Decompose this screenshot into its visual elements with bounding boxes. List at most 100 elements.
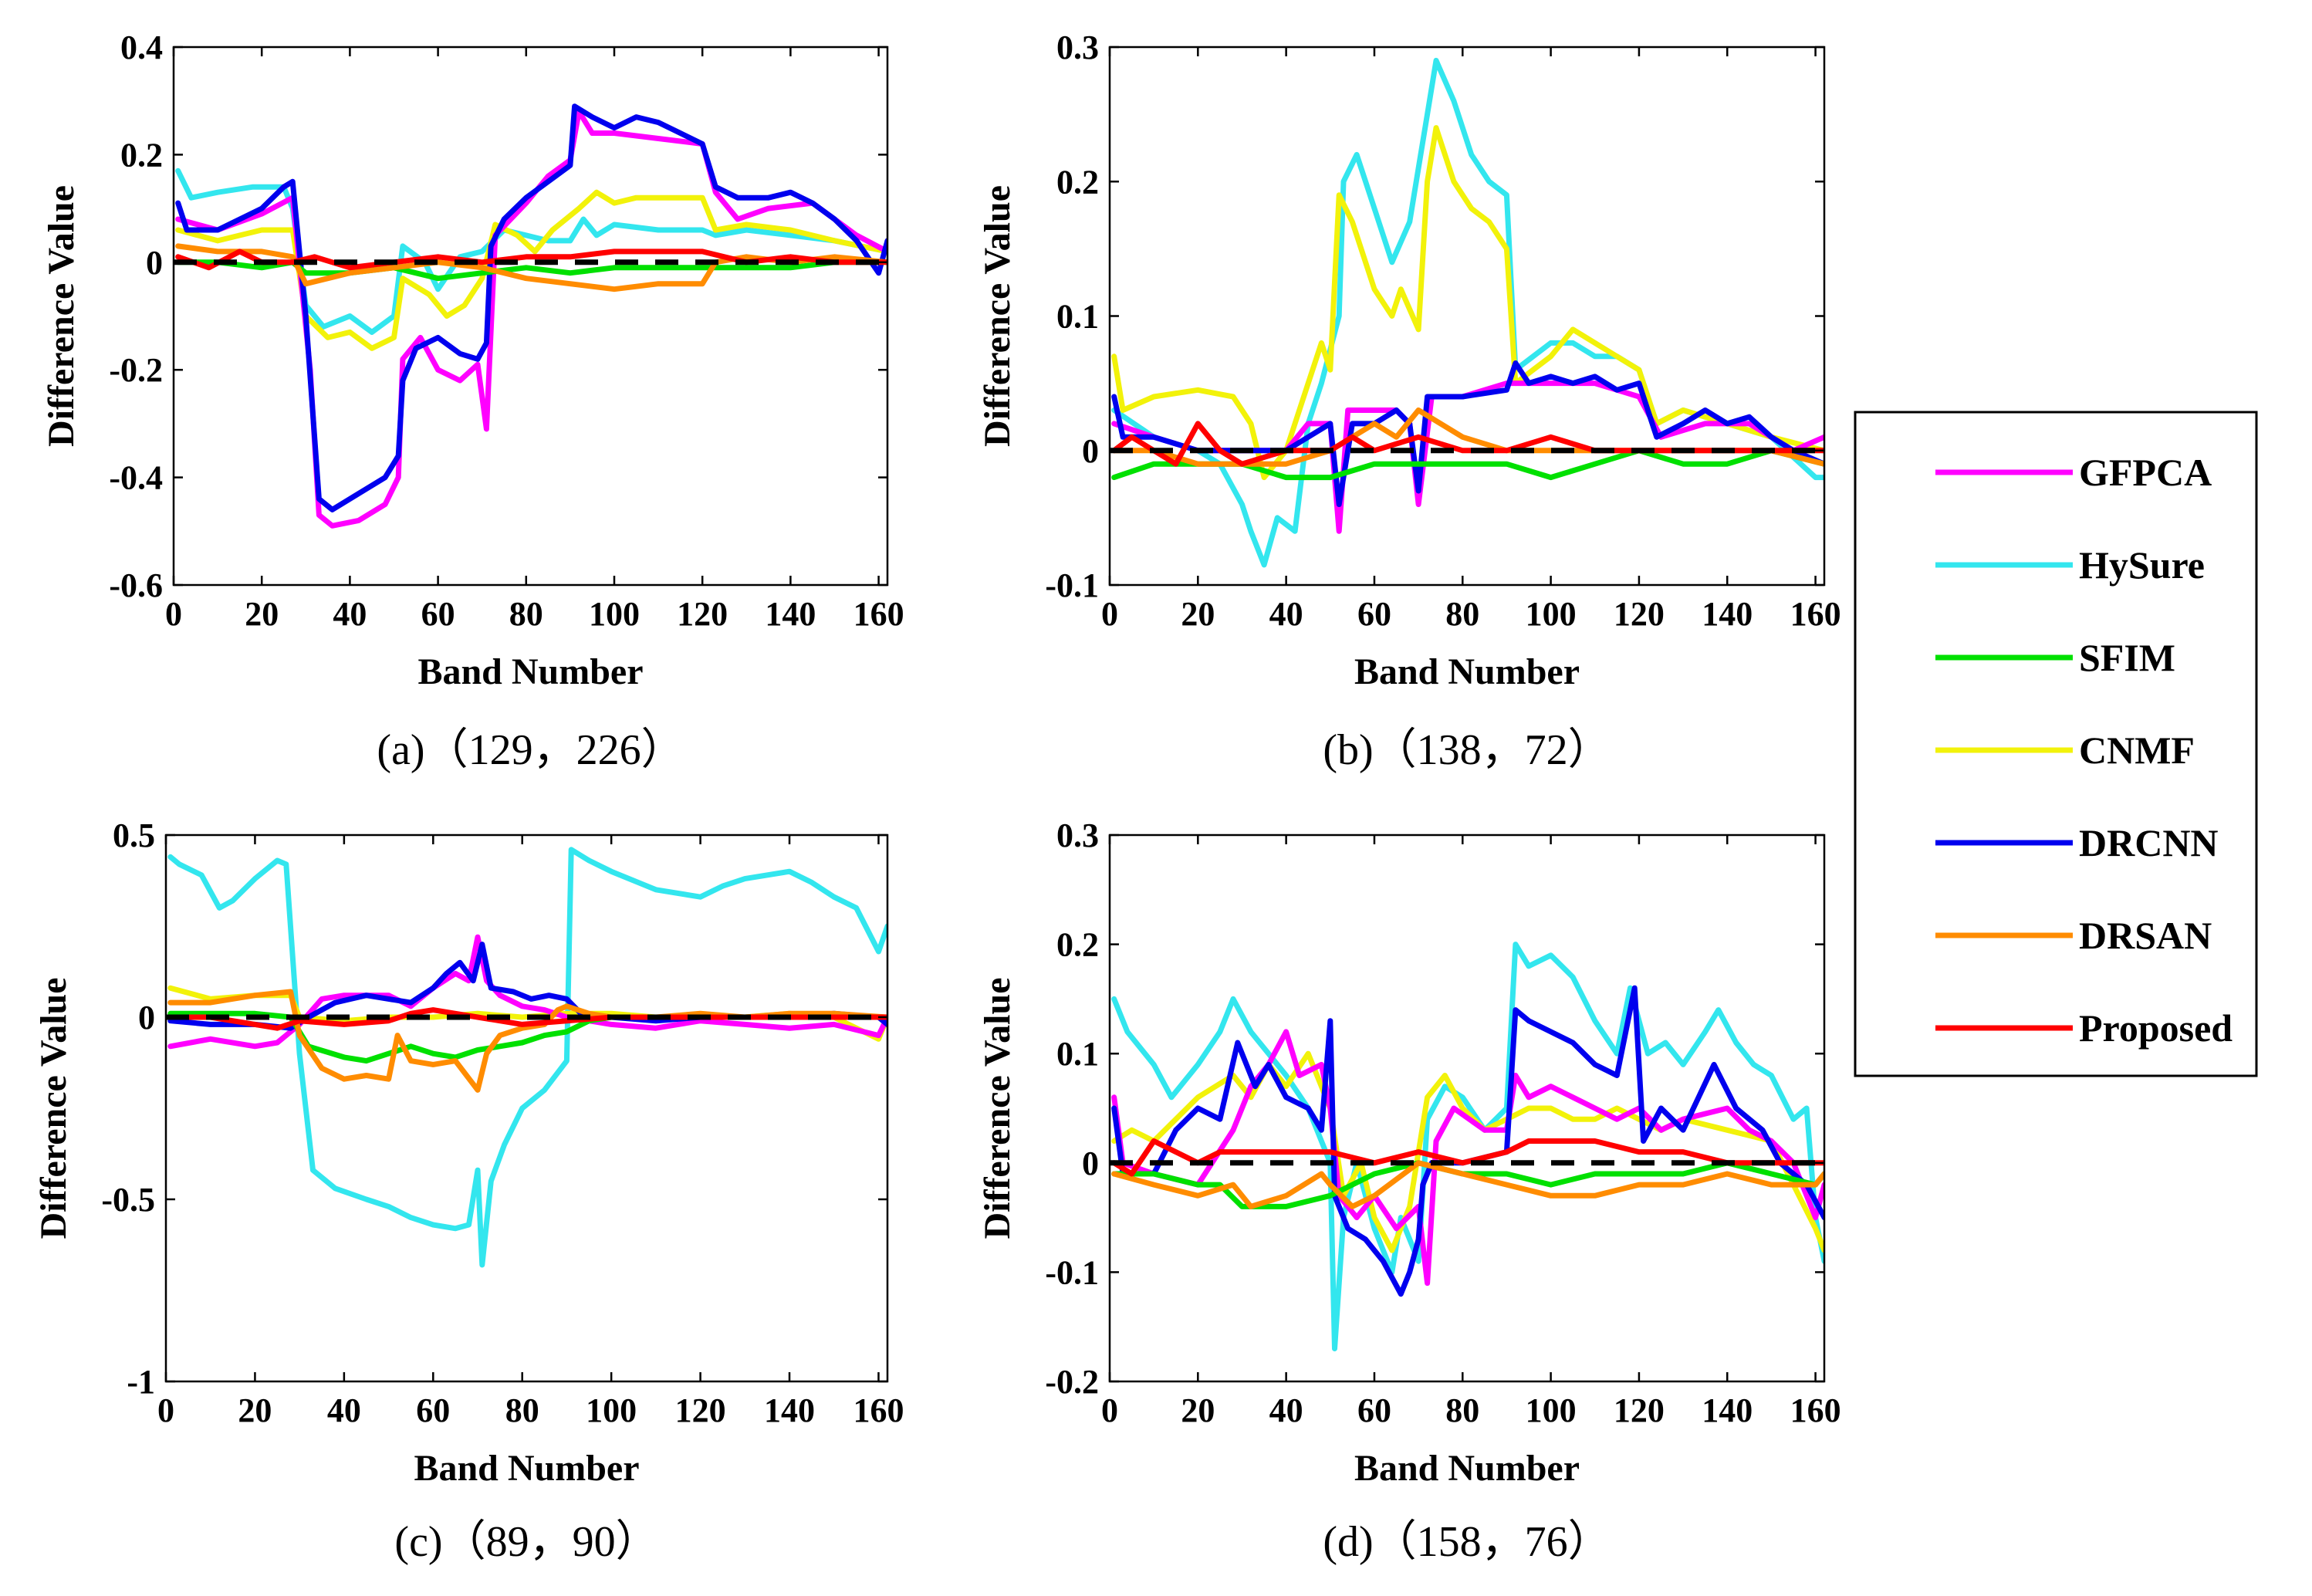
x-tick-label: 100 — [589, 595, 640, 633]
x-tick-label: 20 — [245, 595, 279, 633]
x-axis-label: Band Number — [1354, 1448, 1580, 1489]
panel-c: 0 20 40 60 80 100 120 140 160 -1 -0.5 0 0.5 Band Numb… — [33, 817, 904, 1566]
panel-caption: (a)（129，226） — [377, 726, 684, 774]
x-tick-label: 80 — [509, 595, 543, 633]
axes-frame — [172, 46, 889, 587]
x-tick-label: 160 — [1790, 1391, 1841, 1429]
x-tick-label: 60 — [421, 595, 455, 633]
x-tick-label: 40 — [333, 595, 367, 633]
x-axis-label: Band Number — [1354, 651, 1580, 692]
y-tick-label: 0.2 — [120, 136, 163, 174]
y-tick-label: 0.2 — [1056, 926, 1099, 964]
x-tick-label: 160 — [853, 1391, 904, 1429]
series-line-drsan — [1111, 1160, 1824, 1209]
x-tick-label: 60 — [1357, 1391, 1391, 1429]
chart-panels: 0 20 40 60 80 100 120 140 160-0.6-0.4-0.200.20.4… — [33, 29, 1841, 1566]
legend-box — [1854, 411, 2258, 1077]
legend-label: SFIM — [2079, 636, 2175, 679]
y-tick-label: -0.2 — [1045, 1363, 1099, 1401]
x-tick-label: 120 — [677, 595, 728, 633]
legend-entry-proposed: Proposed — [1935, 1006, 2233, 1050]
series-group — [1110, 57, 1824, 568]
x-tick-label: 40 — [1269, 595, 1303, 633]
panel-caption: (c)（89，90） — [394, 1518, 658, 1566]
series-line-proposed — [1111, 421, 1824, 467]
x-tick-label: 0 — [1101, 1391, 1118, 1429]
x-axis-label: Band Number — [417, 651, 643, 692]
y-tick-label: -0.1 — [1045, 1253, 1099, 1291]
y-axis-label: Difference Value — [33, 977, 74, 1239]
legend-label: Proposed — [2079, 1006, 2233, 1050]
axes-frame — [1108, 834, 1826, 1383]
x-tick-label: 40 — [1269, 1391, 1303, 1429]
legend-entry-sfim: SFIM — [1935, 636, 2175, 679]
y-tick-label: 0.4 — [120, 29, 163, 66]
y-tick-label: 0.3 — [1056, 29, 1099, 66]
series-group — [174, 103, 887, 529]
series-line-hysure — [167, 847, 887, 1268]
legend-label: DRSAN — [2079, 914, 2212, 957]
y-axis-label: Difference Value — [41, 185, 82, 447]
legend-label: GFPCA — [2079, 451, 2212, 494]
y-axis-label: Difference Value — [977, 185, 1018, 447]
x-tick-label: 140 — [764, 1391, 815, 1429]
y-tick-label: -0.1 — [1045, 566, 1099, 604]
series-line-hysure — [1111, 942, 1824, 1351]
y-tick-label: 0.3 — [1056, 817, 1099, 854]
x-tick-label: 0 — [157, 1391, 174, 1429]
y-tick-label: -0.2 — [109, 351, 163, 389]
series-line-cnmf — [175, 189, 887, 351]
y-tick-label: 0 — [1082, 1145, 1099, 1182]
legend-entries: GFPCA HySure SFIM CNMF DRCNN DRSAN Proposed — [1935, 451, 2233, 1050]
x-tick-label: 160 — [1790, 595, 1841, 633]
x-tick-label: 80 — [1445, 595, 1479, 633]
legend-label: HySure — [2079, 543, 2205, 587]
x-tick-label: 80 — [1445, 1391, 1479, 1429]
x-tick-label: 20 — [238, 1391, 272, 1429]
x-tick-label: 20 — [1181, 595, 1215, 633]
x-tick-label: 100 — [1526, 595, 1577, 633]
y-tick-label: 0.1 — [1056, 298, 1099, 336]
x-axis-label: Band Number — [414, 1448, 639, 1489]
series-group — [166, 847, 887, 1268]
series-line-drcnn — [1111, 985, 1824, 1297]
legend-label: DRCNN — [2079, 821, 2219, 864]
panel-b: 0 20 40 60 80 100 120 140 160-0.100.10.20.3Band … — [977, 29, 1841, 774]
x-tick-label: 120 — [675, 1391, 726, 1429]
y-tick-label: -1 — [127, 1363, 155, 1401]
series-line-drcnn — [175, 103, 887, 512]
y-tick-label: -0.5 — [101, 1181, 155, 1219]
legend-entry-drcnn: DRCNN — [1935, 821, 2219, 864]
y-tick-label: 0 — [146, 244, 163, 282]
panel-d: 0 20 40 60 80 100 120 140 160 -0.2 -0.1 0 0.1 0.2 0.3 B… — [977, 817, 1841, 1566]
panel-a: 0 20 40 60 80 100 120 140 160 -0.6 -0.4 -0.2 0 0.2 0.4… — [41, 29, 904, 774]
x-tick-label: 140 — [1702, 595, 1753, 633]
y-tick-label: 0 — [138, 999, 155, 1036]
x-tick-label: 120 — [1614, 595, 1665, 633]
y-tick-label: 0.5 — [113, 817, 155, 854]
x-tick-label: 120 — [1614, 1391, 1665, 1429]
legend-entry-gfpca: GFPCA — [1935, 451, 2212, 494]
x-tick-label: 80 — [505, 1391, 539, 1429]
y-axis-label: Difference Value — [977, 977, 1018, 1239]
x-tick-label: 100 — [1526, 1391, 1577, 1429]
panel-caption: (d)（158，76） — [1323, 1518, 1611, 1566]
series-line-gfpca — [175, 109, 887, 529]
series-group — [1110, 942, 1824, 1351]
x-tick-label: 140 — [1702, 1391, 1753, 1429]
x-tick-label: 20 — [1181, 1391, 1215, 1429]
legend-label: CNMF — [2079, 729, 2195, 772]
x-tick-label: 100 — [586, 1391, 637, 1429]
x-tick-label: 0 — [165, 595, 182, 633]
x-tick-label: 60 — [1357, 595, 1391, 633]
series-line-proposed — [1111, 1138, 1824, 1177]
y-tick-label: -0.4 — [109, 459, 163, 497]
legend: GFPCA HySure SFIM CNMF DRCNN DRSAN Proposed — [1854, 411, 2258, 1077]
panel-caption: (b)（138，72） — [1323, 726, 1611, 774]
y-tick-label: 0.1 — [1056, 1035, 1099, 1073]
x-tick-label: 0 — [1101, 595, 1118, 633]
legend-entry-drsan: DRSAN — [1935, 914, 2212, 957]
y-tick-label: 0.2 — [1056, 163, 1099, 201]
y-tick-label: -0.6 — [109, 566, 163, 604]
